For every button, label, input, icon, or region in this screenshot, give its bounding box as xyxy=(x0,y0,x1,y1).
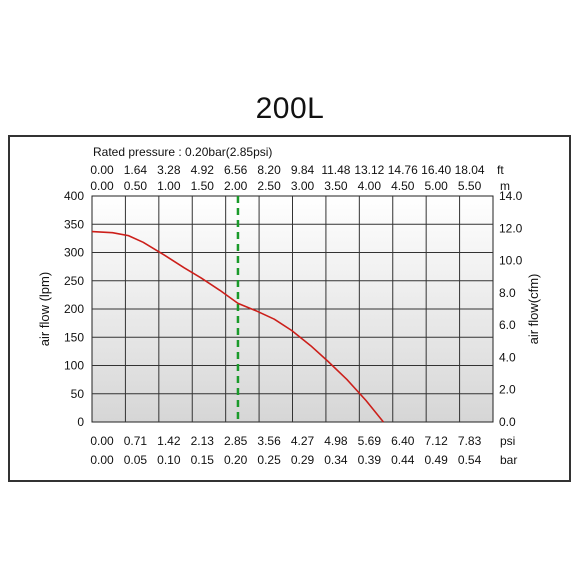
top-tick-label-ft: 14.76 xyxy=(388,163,418,177)
x-tick-label-psi: 7.83 xyxy=(458,434,482,448)
top-tick-label-m: 0.00 xyxy=(90,179,114,193)
y-tick-label-right: 2.0 xyxy=(499,383,516,397)
top-tick-label-m: 4.50 xyxy=(391,179,415,193)
x-tick-label-psi: 4.98 xyxy=(324,434,348,448)
x-tick-label-bar: 0.20 xyxy=(224,453,248,467)
y-tick-label-left: 150 xyxy=(64,330,84,344)
y-tick-label-left: 300 xyxy=(64,246,84,260)
x-tick-label-bar: 0.25 xyxy=(257,453,281,467)
top-tick-label-m: 5.50 xyxy=(458,179,482,193)
series-line-airflow xyxy=(91,230,385,423)
y-tick-label-left: 50 xyxy=(71,387,85,401)
y-tick-label-left: 0 xyxy=(77,415,84,429)
top-unit-ft: ft xyxy=(497,163,504,177)
x-unit-bar: bar xyxy=(500,453,517,467)
y-tick-label-left: 250 xyxy=(64,274,84,288)
chart-subtitle: Rated pressure : 0.20bar(2.85psi) xyxy=(93,145,272,159)
top-tick-label-m: 3.00 xyxy=(291,179,315,193)
chart-frame xyxy=(8,135,571,482)
top-tick-label-m: 4.00 xyxy=(358,179,382,193)
x-tick-label-bar: 0.34 xyxy=(324,453,348,467)
x-tick-label-psi: 0.00 xyxy=(90,434,114,448)
x-tick-label-bar: 0.29 xyxy=(291,453,315,467)
top-tick-label-ft: 18.04 xyxy=(455,163,485,177)
x-tick-label-bar: 0.05 xyxy=(124,453,148,467)
top-tick-label-m: 1.00 xyxy=(157,179,181,193)
x-tick-label-bar: 0.00 xyxy=(90,453,114,467)
y-tick-label-right: 4.0 xyxy=(499,350,516,364)
top-tick-label-ft: 3.28 xyxy=(157,163,181,177)
top-unit-m: m xyxy=(500,179,510,193)
top-tick-label-ft: 13.12 xyxy=(354,163,384,177)
x-tick-label-psi: 2.85 xyxy=(224,434,248,448)
x-tick-label-psi: 1.42 xyxy=(157,434,181,448)
x-tick-label-bar: 0.54 xyxy=(458,453,482,467)
top-tick-label-m: 2.00 xyxy=(224,179,248,193)
y-tick-label-right: 12.0 xyxy=(499,221,523,235)
x-tick-label-bar: 0.44 xyxy=(391,453,415,467)
x-tick-label-bar: 0.49 xyxy=(424,453,448,467)
x-tick-label-psi: 5.69 xyxy=(358,434,382,448)
top-tick-label-ft: 16.40 xyxy=(421,163,451,177)
top-tick-label-m: 0.50 xyxy=(124,179,148,193)
y-tick-label-left: 100 xyxy=(64,359,84,373)
top-tick-label-ft: 6.56 xyxy=(224,163,248,177)
top-tick-label-ft: 1.64 xyxy=(124,163,148,177)
top-tick-label-ft: 11.48 xyxy=(321,163,350,177)
x-unit-psi: psi xyxy=(500,434,515,448)
top-tick-label-ft: 4.92 xyxy=(191,163,215,177)
x-tick-label-psi: 3.56 xyxy=(257,434,281,448)
x-tick-label-psi: 7.12 xyxy=(424,434,448,448)
y-tick-label-right: 10.0 xyxy=(499,254,523,268)
x-tick-label-psi: 6.40 xyxy=(391,434,415,448)
top-tick-label-m: 2.50 xyxy=(257,179,281,193)
top-tick-label-m: 1.50 xyxy=(191,179,215,193)
y-tick-label-right: 14.0 xyxy=(499,189,523,203)
top-tick-label-m: 5.00 xyxy=(424,179,448,193)
x-tick-label-psi: 4.27 xyxy=(291,434,315,448)
top-tick-label-ft: 0.00 xyxy=(90,163,114,177)
y-tick-label-right: 0.0 xyxy=(499,415,516,429)
top-tick-label-ft: 8.20 xyxy=(257,163,281,177)
chart-title: 200L xyxy=(255,92,325,125)
y-axis-label-left: air flow (lpm) xyxy=(37,272,52,346)
y-tick-label-right: 6.0 xyxy=(499,318,516,332)
y-tick-label-left: 200 xyxy=(64,302,84,316)
y-tick-label-right: 8.0 xyxy=(499,286,516,300)
x-tick-label-bar: 0.39 xyxy=(358,453,382,467)
top-tick-label-m: 3.50 xyxy=(324,179,348,193)
top-tick-label-ft: 9.84 xyxy=(291,163,315,177)
y-tick-label-left: 400 xyxy=(64,189,84,203)
x-tick-label-bar: 0.10 xyxy=(157,453,181,467)
y-tick-label-left: 350 xyxy=(64,217,84,231)
x-tick-label-bar: 0.15 xyxy=(191,453,215,467)
y-axis-label-right: air flow(cfm) xyxy=(526,274,541,345)
x-tick-label-psi: 2.13 xyxy=(191,434,215,448)
x-tick-label-psi: 0.71 xyxy=(124,434,148,448)
